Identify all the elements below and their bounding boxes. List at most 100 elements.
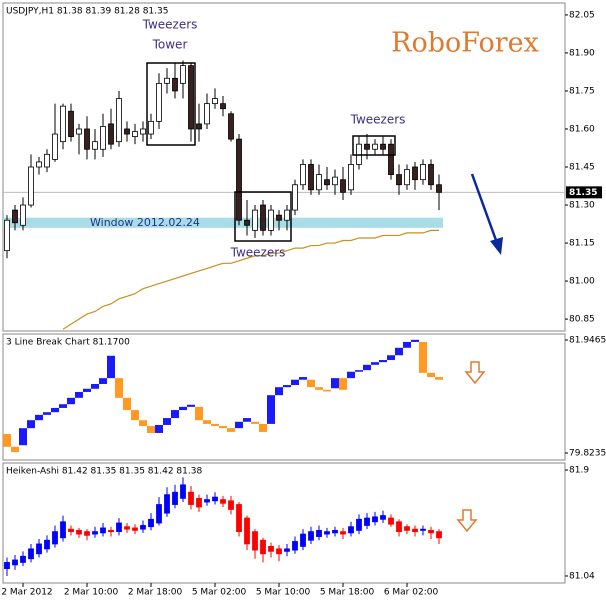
ha-body: [180, 484, 186, 499]
ha-body: [220, 499, 226, 504]
brick: [299, 377, 307, 380]
candle-body: [180, 65, 186, 84]
brick: [195, 406, 203, 421]
trend-arrow: [470, 173, 499, 244]
candle-body: [316, 174, 322, 191]
brick: [219, 426, 227, 429]
brick: [131, 410, 139, 421]
brick: [171, 410, 179, 419]
ha-body: [132, 527, 138, 531]
candle-body: [388, 143, 394, 176]
brick: [291, 379, 299, 386]
brick: [75, 391, 83, 398]
ha-body: [284, 548, 290, 552]
ha-body: [332, 529, 338, 534]
y-tick-label: 81.9465: [569, 335, 606, 345]
ha-body: [404, 526, 410, 531]
ha-body: [428, 529, 434, 534]
ha-body: [148, 518, 154, 528]
candle-body: [212, 98, 218, 105]
y-tick-label: 81.30: [569, 201, 595, 211]
brick: [387, 355, 395, 361]
brick: [323, 389, 331, 392]
annotation: Tweezers: [142, 18, 198, 32]
ha-body: [172, 491, 178, 505]
ha-body: [124, 526, 130, 530]
candle-body: [292, 184, 298, 211]
ha-body: [68, 528, 74, 533]
candle-body: [60, 105, 66, 143]
ha-body: [212, 496, 218, 502]
brick: [331, 378, 339, 389]
ha-body: [260, 539, 266, 555]
brick: [211, 423, 219, 427]
brick: [307, 379, 315, 388]
ha-body: [340, 531, 346, 535]
candle-body: [148, 120, 154, 135]
candle-body: [268, 209, 274, 231]
brick: [203, 420, 211, 424]
pattern-box: [234, 191, 292, 242]
candle-body: [300, 164, 306, 186]
candle-body: [100, 126, 106, 150]
ha-body: [356, 518, 362, 531]
panel-title: 3 Line Break Chart 81.1700: [6, 338, 130, 348]
last-price-label: 81.35: [569, 188, 597, 198]
candle-body: [372, 143, 378, 150]
candle-body: [396, 174, 402, 186]
line-break-panel: [2, 333, 566, 461]
window-label: Window 2012.02.24: [90, 216, 200, 229]
ha-body: [252, 531, 258, 551]
candle-body: [196, 123, 202, 130]
y-tick-label: 82.05: [569, 10, 595, 20]
ha-body: [100, 527, 106, 534]
pattern-box: [146, 62, 196, 146]
brick: [91, 383, 99, 389]
candle-body: [404, 169, 410, 186]
y-tick-label: 81.75: [569, 86, 595, 96]
candle-body: [252, 209, 258, 231]
x-tick-label: 5 Mar 18:00: [320, 588, 375, 598]
brick: [139, 420, 147, 427]
ha-body: [268, 546, 274, 552]
brick: [11, 446, 19, 453]
candle-body: [172, 77, 178, 92]
ha-body: [364, 517, 370, 526]
candle-body: [436, 184, 442, 193]
brick: [83, 388, 91, 392]
candle-body: [116, 98, 122, 143]
candle-body: [36, 161, 42, 168]
annotation: Tweezers: [350, 113, 406, 127]
ha-body: [372, 516, 378, 523]
x-tick-label: 2 Mar 18:00: [128, 588, 183, 598]
ha-body: [60, 521, 66, 539]
ha-body: [276, 548, 282, 555]
candle-body: [108, 123, 114, 145]
watermark: RoboForex: [391, 28, 539, 59]
ha-body: [52, 531, 58, 545]
ha-body: [92, 531, 98, 535]
candle-body: [68, 110, 74, 137]
candle-body: [188, 65, 194, 130]
ha-body: [316, 529, 322, 537]
candle-body: [156, 82, 162, 122]
x-tick-label: 6 Mar 02:00: [384, 588, 439, 598]
candle-body: [308, 164, 314, 191]
candle-body: [228, 113, 234, 140]
x-tick-label: 2 Mar 2012: [1, 588, 52, 598]
down-signal: [464, 361, 486, 385]
ha-body: [228, 500, 234, 510]
brick: [243, 418, 251, 422]
ha-body: [108, 529, 114, 533]
brick: [235, 421, 243, 429]
x-tick-label: 5 Mar 10:00: [256, 588, 311, 598]
brick: [379, 360, 387, 363]
heikin-ashi-panel: [2, 462, 566, 584]
brick: [419, 341, 427, 373]
ha-body: [380, 515, 386, 520]
candle-body: [428, 164, 434, 186]
candle-body: [324, 179, 330, 186]
ha-body: [156, 504, 162, 524]
candle-body: [260, 204, 266, 231]
ha-body: [396, 521, 402, 533]
